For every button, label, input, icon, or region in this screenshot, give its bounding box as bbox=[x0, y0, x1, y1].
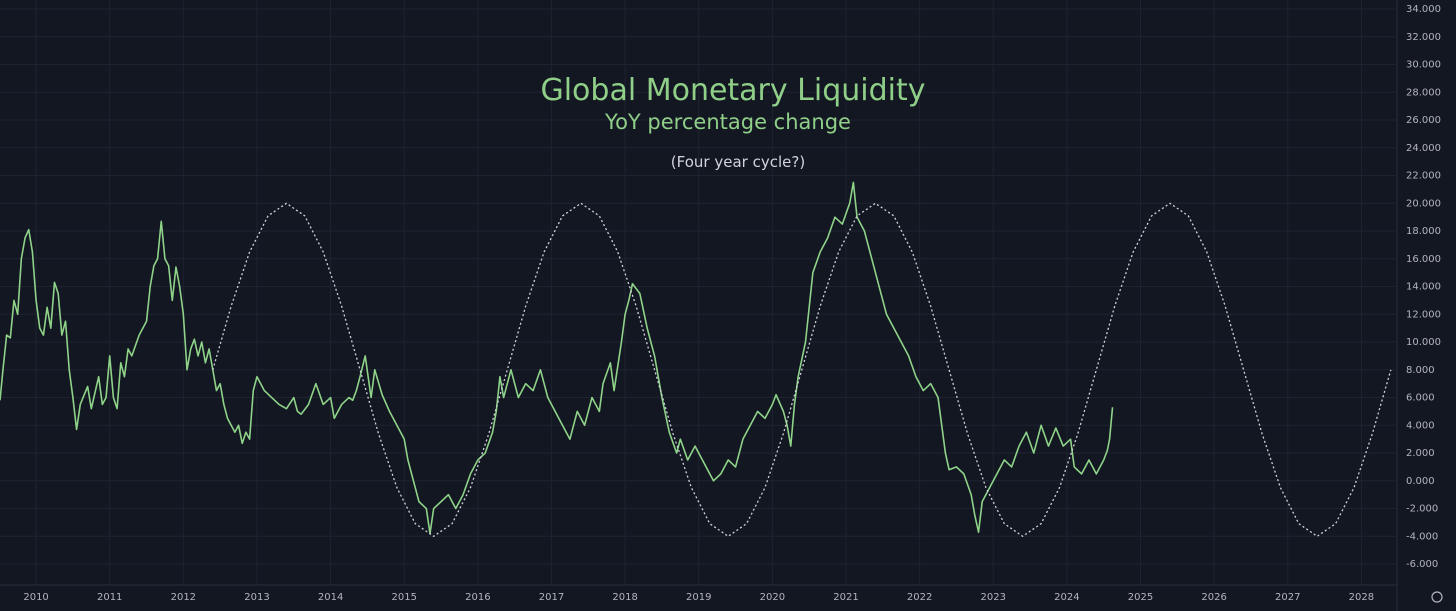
chart-subtitle: YoY percentage change bbox=[604, 110, 851, 134]
x-tick-label: 2010 bbox=[23, 592, 48, 603]
plot bbox=[0, 181, 1392, 537]
y-tick-label: 22.000 bbox=[1406, 171, 1441, 182]
y-tick-label: 16.000 bbox=[1406, 254, 1441, 265]
series-line bbox=[0, 181, 1114, 535]
y-tick-label: 4.000 bbox=[1406, 420, 1435, 431]
y-tick-label: 34.000 bbox=[1406, 4, 1441, 15]
x-tick-label: 2020 bbox=[760, 592, 785, 603]
x-tick-label: 2011 bbox=[97, 592, 122, 603]
x-tick-label: 2023 bbox=[981, 592, 1006, 603]
y-tick-label: 30.000 bbox=[1406, 60, 1441, 71]
y-tick-label: 18.000 bbox=[1406, 226, 1441, 237]
y-tick-label: 10.000 bbox=[1406, 337, 1441, 348]
y-tick-label: 6.000 bbox=[1406, 393, 1435, 404]
x-tick-label: 2026 bbox=[1201, 592, 1226, 603]
y-tick-label: 26.000 bbox=[1406, 115, 1441, 126]
x-tick-label: 2024 bbox=[1054, 592, 1079, 603]
series-line bbox=[212, 202, 1392, 537]
y-tick-label: 2.000 bbox=[1406, 448, 1435, 459]
x-tick-label: 2015 bbox=[391, 592, 416, 603]
x-tick-label: 2018 bbox=[612, 592, 637, 603]
y-tick-label: 24.000 bbox=[1406, 143, 1441, 154]
y-tick-label: 28.000 bbox=[1406, 87, 1441, 98]
x-tick-label: 2019 bbox=[686, 592, 711, 603]
chart-title: Global Monetary Liquidity bbox=[540, 73, 925, 108]
x-tick-label: 2025 bbox=[1128, 592, 1153, 603]
y-tick-label: -4.000 bbox=[1406, 531, 1438, 542]
x-tick-label: 2014 bbox=[318, 592, 343, 603]
settings-icon[interactable] bbox=[1431, 591, 1443, 603]
x-tick-label: 2021 bbox=[833, 592, 858, 603]
y-tick-label: 32.000 bbox=[1406, 32, 1441, 43]
y-tick-label: 20.000 bbox=[1406, 198, 1441, 209]
y-tick-label: 0.000 bbox=[1406, 476, 1435, 487]
axes: -6.000 -4.000 -2.000 0.000 2.000 4.000 6.000 8.… bbox=[23, 4, 1441, 603]
y-tick-label: 8.000 bbox=[1406, 365, 1435, 376]
x-tick-label: 2016 bbox=[465, 592, 490, 603]
y-tick-label: -6.000 bbox=[1406, 559, 1438, 570]
x-tick-label: 2027 bbox=[1275, 592, 1300, 603]
x-tick-label: 2013 bbox=[244, 592, 269, 603]
x-tick-label: 2012 bbox=[171, 592, 196, 603]
y-tick-label: 12.000 bbox=[1406, 309, 1441, 320]
x-tick-label: 2017 bbox=[539, 592, 564, 603]
x-tick-label: 2028 bbox=[1349, 592, 1374, 603]
x-tick-label: 2022 bbox=[907, 592, 932, 603]
grid bbox=[0, 0, 1396, 585]
y-tick-label: -2.000 bbox=[1406, 504, 1438, 515]
y-tick-label: 14.000 bbox=[1406, 282, 1441, 293]
annotation: (Four year cycle?) bbox=[671, 153, 805, 171]
